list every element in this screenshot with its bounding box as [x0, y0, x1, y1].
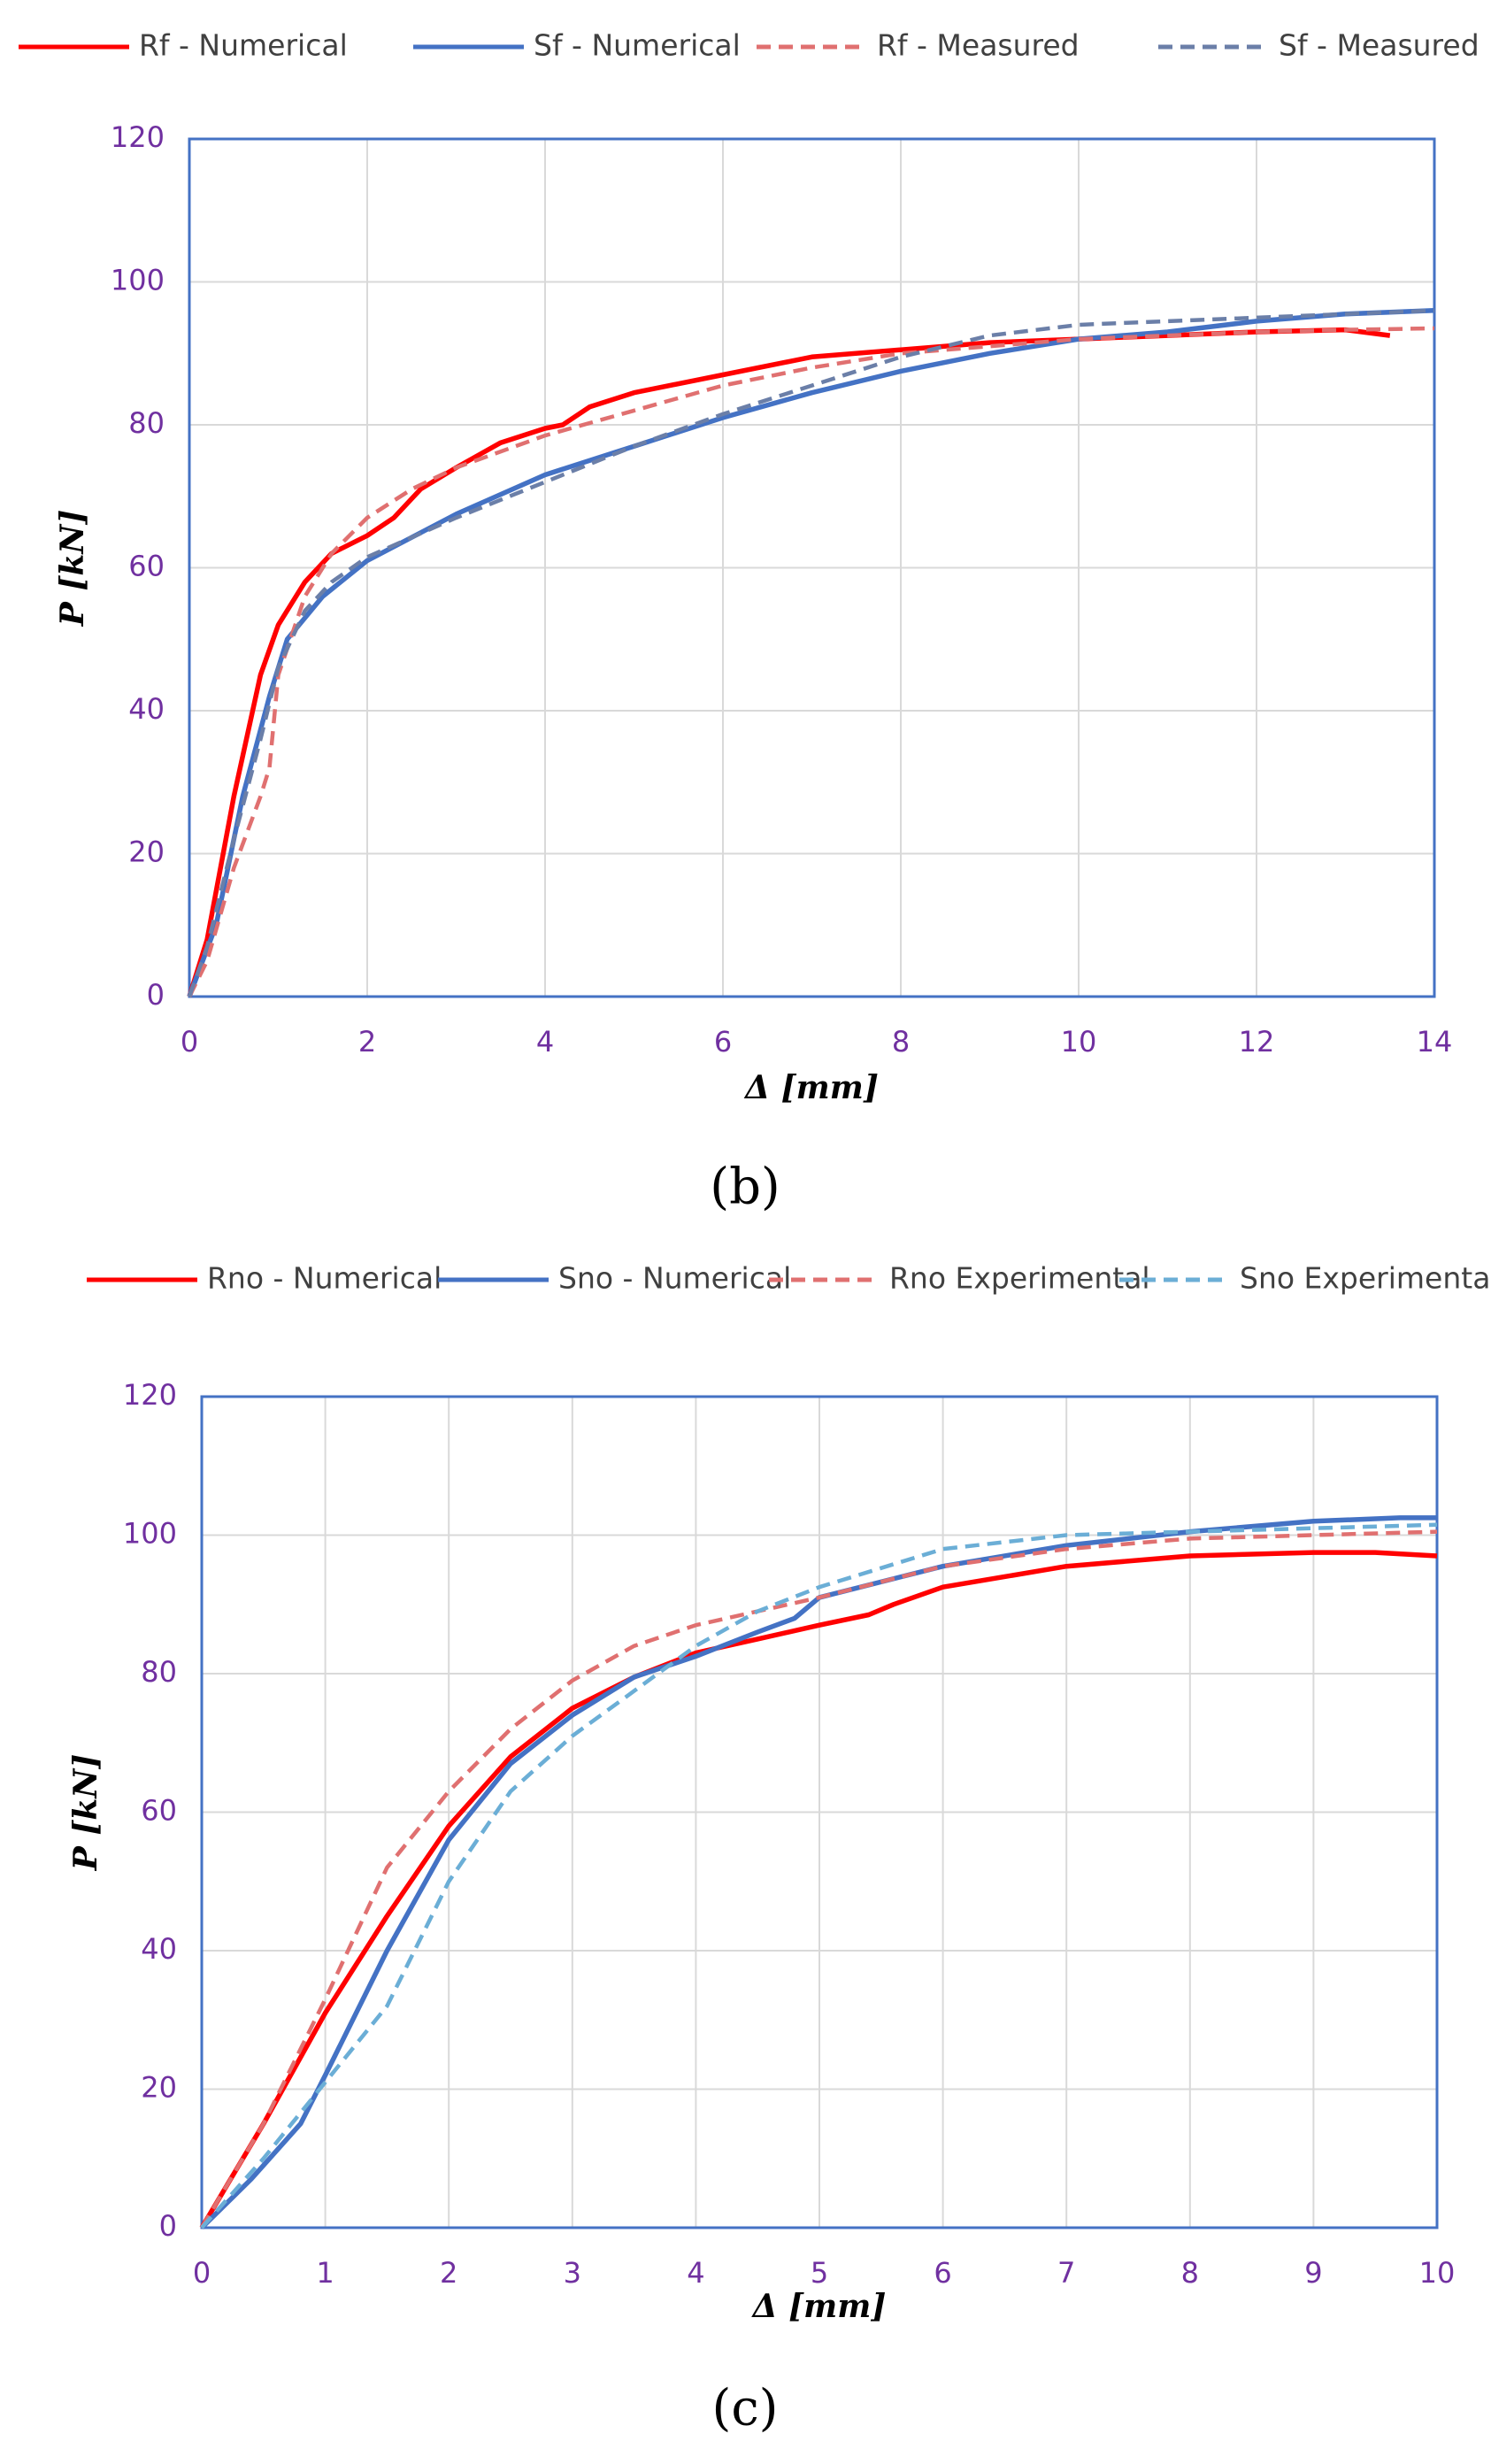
y-tick-label: 40: [128, 692, 165, 726]
x-tick-label: 0: [181, 1025, 198, 1059]
x-tick-label: 8: [1181, 2256, 1199, 2290]
caption: (c): [711, 2380, 778, 2437]
x-tick-label: 10: [1061, 1025, 1097, 1059]
legend-label: Rf - Numerical: [139, 28, 348, 63]
x-tick-label: 2: [440, 2256, 457, 2290]
series-line: [199, 1550, 1438, 2229]
legend-label: Sf - Measured: [1279, 28, 1479, 63]
plot-frame: [188, 137, 1436, 998]
y-axis-label: P [kN]: [54, 510, 91, 628]
legend-label: Rno Experimental: [889, 1261, 1150, 1296]
legend-label: Sf - Numerical: [534, 28, 741, 63]
legend-label: Rf - Measured: [877, 28, 1080, 63]
y-tick-label: 0: [147, 978, 165, 1012]
x-tick-label: 9: [1304, 2256, 1322, 2290]
legend-label: Sno - Numerical: [558, 1261, 791, 1296]
x-tick-label: 6: [934, 2256, 951, 2290]
y-tick-label: 60: [141, 1794, 177, 1828]
legend-label: Sno Experimental: [1240, 1261, 1491, 1296]
x-tick-label: 6: [714, 1025, 732, 1059]
y-tick-label: 20: [141, 2071, 177, 2105]
y-axis-label: P [kN]: [67, 1754, 104, 1872]
x-axis-label: Δ [mm]: [751, 2288, 887, 2325]
series-line: [187, 308, 1435, 997]
y-tick-label: 100: [111, 264, 165, 297]
caption: (b): [710, 1159, 780, 1216]
x-tick-label: 4: [536, 1025, 554, 1059]
x-axis-label: Δ [mm]: [743, 1069, 879, 1106]
series-line: [200, 1522, 1438, 2229]
series-line: [187, 308, 1435, 997]
y-tick-label: 80: [128, 406, 165, 440]
x-tick-label: 10: [1419, 2256, 1456, 2290]
x-tick-label: 8: [892, 1025, 910, 1059]
x-tick-label: 12: [1239, 1025, 1275, 1059]
series-line: [200, 1529, 1438, 2229]
y-tick-label: 60: [128, 550, 165, 583]
y-tick-label: 100: [123, 1517, 177, 1551]
x-tick-label: 3: [564, 2256, 581, 2290]
y-tick-label: 20: [128, 835, 165, 869]
x-tick-label: 2: [358, 1025, 376, 1059]
y-tick-label: 0: [159, 2209, 177, 2243]
x-tick-label: 14: [1417, 1025, 1453, 1059]
series-line: [187, 327, 1391, 997]
legend-label: Rno - Numerical: [207, 1261, 442, 1296]
series-line: [187, 326, 1435, 998]
x-tick-label: 1: [316, 2256, 334, 2290]
y-tick-label: 80: [141, 1655, 177, 1689]
plot-frame: [200, 1395, 1439, 2229]
y-tick-label: 40: [141, 1932, 177, 1966]
y-tick-label: 120: [111, 120, 165, 154]
x-tick-label: 5: [811, 2256, 828, 2290]
x-tick-label: 4: [687, 2256, 704, 2290]
x-tick-label: 0: [193, 2256, 211, 2290]
y-tick-label: 120: [123, 1378, 177, 1412]
x-tick-label: 7: [1057, 2256, 1075, 2290]
